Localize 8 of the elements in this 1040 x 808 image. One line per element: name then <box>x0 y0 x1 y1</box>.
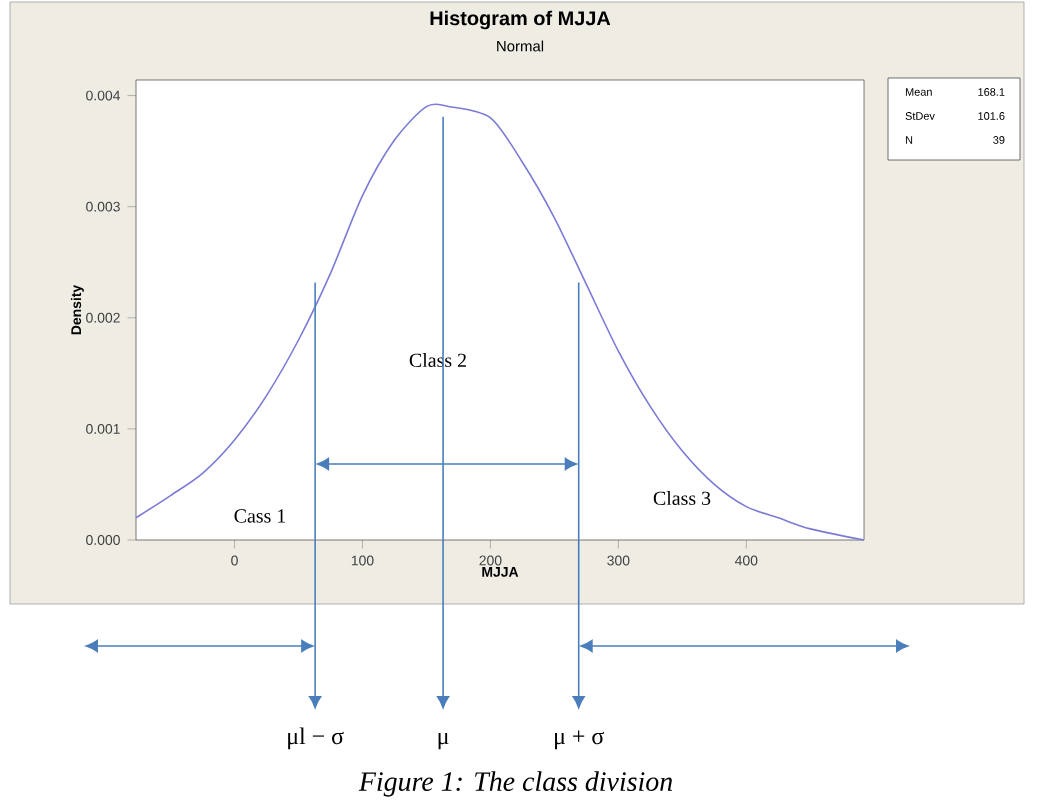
caption: Figure 1: The class division <box>358 771 673 797</box>
ref-line-label: μl − σ <box>288 727 344 750</box>
chart-title: Histogram of MJJA <box>430 10 611 30</box>
ref-line-label: μ <box>438 733 449 750</box>
line-series <box>135 103 865 541</box>
annotation: Cass 1 <box>234 509 286 523</box>
annotation: Class 3 <box>653 490 711 506</box>
ref-line-label: μ + σ <box>555 730 604 750</box>
